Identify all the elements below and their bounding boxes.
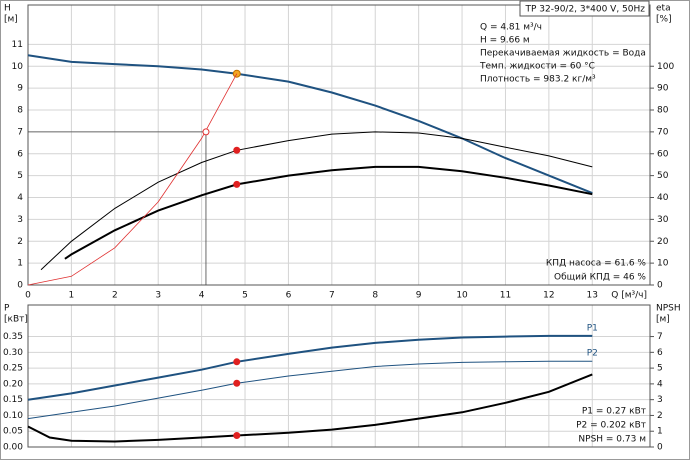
guide-point <box>202 128 210 136</box>
note: Плотность = 983.2 кг/м³ <box>480 75 596 85</box>
note: Перекачиваемая жидкость = Вода <box>480 49 646 59</box>
y2-tick-label: 6 <box>657 348 663 358</box>
x-tick-label: 2 <box>112 291 118 301</box>
y2-tick-label: 50 <box>657 171 669 181</box>
y2-tick-label: 0 <box>657 443 663 453</box>
duty-point <box>233 180 241 188</box>
y-tick-label: 0.00 <box>3 443 23 453</box>
curve <box>64 165 593 260</box>
x-tick-label: 10 <box>456 291 468 301</box>
y2-tick-label: 4 <box>657 379 663 389</box>
duty-point <box>232 69 241 78</box>
y-axis-label: H <box>4 4 11 14</box>
y2-axis-label: eta <box>656 4 671 14</box>
note: Общий КПД = 46 % <box>554 273 646 283</box>
y2-axis-label: NPSH <box>656 304 681 314</box>
y2-tick-label: 100 <box>657 62 674 72</box>
duty-point <box>233 146 241 154</box>
y-tick-label: 10 <box>12 62 24 72</box>
x-tick-label: 1 <box>69 291 75 301</box>
y2-tick-label: 60 <box>657 149 669 159</box>
curve <box>27 54 593 195</box>
y-tick-label: 2 <box>17 237 23 247</box>
x-tick-label: 3 <box>155 291 161 301</box>
y2-axis-label: [м] <box>656 315 670 325</box>
note: Темп. жидкости = 60 °C <box>479 62 595 72</box>
y-axis-label: [м] <box>4 15 18 25</box>
y-tick-label: 0.30 <box>3 348 23 358</box>
curve <box>27 73 238 286</box>
series-label: P2 <box>587 349 598 359</box>
chart-title: TP 32-90/2, 3*400 V, 50Hz <box>524 5 645 15</box>
x-tick-label: 13 <box>587 291 598 301</box>
y2-tick-label: 0 <box>657 281 663 291</box>
curve <box>40 131 593 271</box>
curve <box>27 334 593 401</box>
y2-tick-label: 20 <box>657 237 669 247</box>
plot-area <box>27 304 651 448</box>
y-tick-label: 0.05 <box>3 427 23 437</box>
note: H = 9.66 м <box>480 36 530 46</box>
y-tick-label: 0.35 <box>3 332 23 342</box>
y-tick-label: 8 <box>17 106 23 116</box>
y2-tick-label: 30 <box>657 215 669 225</box>
duty-point <box>233 358 241 366</box>
x-tick-label: 5 <box>242 291 248 301</box>
y2-tick-label: 1 <box>657 427 663 437</box>
curve <box>27 360 593 420</box>
note: P1 = 0.27 кВт <box>582 407 646 417</box>
x-tick-label: 8 <box>372 291 378 301</box>
x-tick-label: 7 <box>329 291 335 301</box>
y-tick-label: 1 <box>17 259 23 269</box>
plot-area <box>27 4 651 286</box>
note: NPSH = 0.73 м <box>578 435 646 445</box>
y-tick-label: 3 <box>17 215 23 225</box>
note: Q = 4.81 м³/ч <box>480 23 542 33</box>
curve <box>27 373 593 443</box>
y-axis-label: [кВт] <box>4 315 28 325</box>
y2-tick-label: 70 <box>657 127 669 137</box>
x-axis-label: Q [м³/ч] <box>611 291 647 301</box>
y2-tick-label: 10 <box>657 259 669 269</box>
x-tick-label: 9 <box>416 291 422 301</box>
y-tick-label: 0.25 <box>3 364 23 374</box>
y2-axis-label: [%] <box>656 15 672 25</box>
y2-tick-label: 2 <box>657 411 663 421</box>
y2-tick-label: 80 <box>657 106 669 116</box>
x-tick-label: 11 <box>500 291 511 301</box>
series-label: P1 <box>587 323 598 333</box>
y2-tick-label: 5 <box>657 364 663 374</box>
y-tick-label: 6 <box>17 149 23 159</box>
x-tick-label: 12 <box>543 291 554 301</box>
y-tick-label: 4 <box>17 193 23 203</box>
y-tick-label: 11 <box>12 40 23 50</box>
x-tick-label: 0 <box>25 291 31 301</box>
y2-tick-label: 7 <box>657 332 663 342</box>
y2-tick-label: 90 <box>657 84 669 94</box>
x-tick-label: 4 <box>199 291 205 301</box>
duty-point <box>233 379 241 387</box>
y-tick-label: 9 <box>17 84 23 94</box>
y-tick-label: 0.15 <box>3 395 23 405</box>
note: КПД насоса = 61.6 % <box>546 259 647 269</box>
y-tick-label: 0.10 <box>3 411 23 421</box>
y-tick-label: 0 <box>17 281 23 291</box>
y-tick-label: 0.20 <box>3 379 23 389</box>
note: P2 = 0.202 кВт <box>576 421 646 431</box>
title-box <box>519 0 650 17</box>
y-axis-label: P <box>4 304 10 314</box>
x-tick-label: 6 <box>286 291 292 301</box>
y-tick-label: 5 <box>17 171 23 181</box>
y2-tick-label: 40 <box>657 193 669 203</box>
y-tick-label: 7 <box>17 127 23 137</box>
duty-point <box>233 431 241 439</box>
y2-tick-label: 3 <box>657 395 663 405</box>
